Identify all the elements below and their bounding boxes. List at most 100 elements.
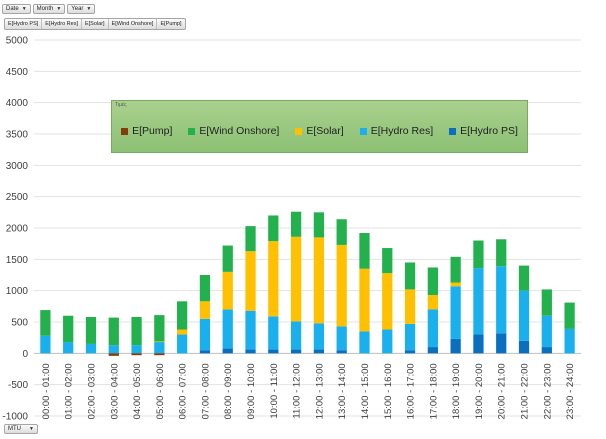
- values-field-hydro-ps[interactable]: E[Hydro PS]: [5, 19, 43, 29]
- x-tick-label: 17:00 - 18:00: [428, 363, 439, 419]
- report-filter-row: Date ▼ Month ▼ Year ▼: [2, 4, 96, 14]
- y-tick-label: 0: [22, 349, 28, 360]
- bar-segment: [131, 345, 142, 354]
- legend-entry[interactable]: E[Pump]: [121, 125, 172, 137]
- axis-field-mtu-button[interactable]: MTU ▼: [4, 424, 38, 434]
- x-tick-label: 10:00 - 11:00: [269, 363, 280, 418]
- filter-month-button[interactable]: Month ▼: [32, 4, 66, 14]
- y-tick-label: 1000: [6, 286, 29, 297]
- legend-items: E[Pump] E[Wind Onshore] E[Solar] E[Hydro Re…: [112, 125, 527, 137]
- bar-segment: [336, 244, 347, 327]
- x-tick-label: 18:00 - 19:00: [451, 363, 462, 419]
- legend-entry[interactable]: E[Wind Onshore]: [188, 125, 279, 137]
- bar-segment: [40, 310, 51, 336]
- bar-segment: [199, 301, 211, 319]
- x-tick-label: 04:00 - 05:00: [132, 363, 143, 419]
- x-tick-label: 03:00 - 04:00: [109, 363, 120, 419]
- x-tick-label: 11:00 - 12:00: [292, 363, 303, 418]
- bar-segment: [245, 349, 256, 354]
- values-field-hydro-res[interactable]: E[Hydro Res]: [42, 19, 82, 29]
- bar-segment: [404, 350, 416, 354]
- bar-segment: [404, 262, 416, 290]
- bar-segment: [518, 265, 530, 291]
- legend-entry[interactable]: E[Hydro Res]: [359, 125, 433, 137]
- x-tick-label: 21:00 - 22:00: [520, 363, 531, 419]
- bar-segment: [473, 268, 484, 335]
- legend-entry[interactable]: E[Solar]: [295, 125, 344, 137]
- values-field-solar[interactable]: E[Solar]: [82, 19, 109, 29]
- bar-segment: [427, 295, 438, 310]
- bar-segment: [450, 282, 461, 287]
- bar-segment: [450, 256, 461, 283]
- bar-segment: [108, 353, 119, 356]
- bar-segment: [518, 340, 530, 354]
- y-tick-label: 2000: [6, 224, 29, 235]
- bar-segment: [290, 236, 302, 322]
- x-tick-label: 07:00 - 08:00: [200, 363, 211, 419]
- bar-segment: [473, 334, 484, 354]
- legend-swatch: [188, 127, 196, 135]
- bar-segment: [564, 328, 575, 354]
- bar-segment: [313, 237, 325, 324]
- values-field-pump[interactable]: E[Pump]: [160, 21, 182, 27]
- bar-segment: [450, 286, 461, 339]
- bar-segment: [199, 350, 211, 354]
- bar-segment: [268, 349, 279, 354]
- bar-segment: [290, 321, 302, 350]
- legend-label: E[Solar]: [306, 125, 344, 137]
- legend-entry[interactable]: E[Hydro PS]: [449, 125, 518, 137]
- x-tick-label: 01:00 - 02:00: [64, 363, 75, 419]
- bar-segment: [359, 268, 370, 332]
- x-tick-label: 09:00 - 10:00: [246, 363, 257, 419]
- bar-segment: [541, 289, 552, 316]
- bar-segment: [177, 301, 188, 330]
- bar-segment: [268, 316, 279, 350]
- bar-segment: [473, 240, 484, 269]
- filter-month-label: Month: [36, 6, 54, 12]
- x-tick-label: 22:00 - 23:00: [542, 363, 553, 419]
- bar-segment: [496, 333, 507, 354]
- bar-segment: [496, 239, 507, 267]
- values-field-buttons: E[Hydro PS] E[Hydro Res] E[Solar] E[Wind…: [4, 18, 186, 30]
- x-tick-label: 08:00 - 09:00: [223, 363, 234, 419]
- bar-segment: [382, 273, 393, 330]
- bar-segment: [564, 302, 575, 329]
- bar-segment: [108, 345, 119, 354]
- bar-segment: [268, 241, 279, 317]
- x-tick-label: 23:00 - 24:00: [565, 363, 576, 419]
- y-tick-label: 3000: [6, 161, 29, 172]
- bar-segment: [154, 315, 165, 342]
- x-tick-label: 05:00 - 06:00: [155, 363, 166, 419]
- filter-year-button[interactable]: Year ▼: [67, 4, 96, 14]
- x-tick-label: 13:00 - 14:00: [337, 363, 348, 419]
- bar-segment: [154, 341, 165, 343]
- bar-segment: [359, 331, 370, 354]
- bar-segment: [427, 347, 438, 354]
- legend-swatch: [449, 127, 457, 135]
- y-tick-label: 500: [11, 318, 28, 329]
- legend-swatch: [295, 127, 303, 135]
- chart-legend[interactable]: Τιμές E[Pump] E[Wind Onshore] E[Solar] E[Hy…: [111, 100, 528, 153]
- legend-label: E[Wind Onshore]: [199, 125, 280, 137]
- bar-segment: [63, 342, 74, 354]
- bar-segment: [154, 342, 165, 354]
- bar-segment: [404, 289, 416, 324]
- x-tick-label: 19:00 - 20:00: [474, 363, 485, 419]
- filter-date-button[interactable]: Date ▼: [2, 4, 31, 14]
- bar-segment: [313, 349, 325, 354]
- x-tick-label: 12:00 - 13:00: [314, 363, 325, 419]
- x-tick-label: 02:00 - 03:00: [86, 363, 97, 419]
- x-tick-label: 00:00 - 01:00: [41, 363, 52, 419]
- bar-segment: [541, 347, 552, 354]
- y-tick-label: -1000: [2, 412, 28, 423]
- y-tick-label: 5000: [6, 36, 29, 47]
- bar-segment: [222, 309, 233, 349]
- values-field-wind-onshore[interactable]: E[Wind Onshore]: [109, 19, 158, 29]
- bar-segment: [131, 353, 142, 356]
- bar-segment: [313, 212, 325, 238]
- bar-segment: [290, 349, 302, 354]
- bar-segment: [359, 233, 370, 269]
- bar-segment: [404, 323, 416, 351]
- bar-segment: [222, 348, 233, 354]
